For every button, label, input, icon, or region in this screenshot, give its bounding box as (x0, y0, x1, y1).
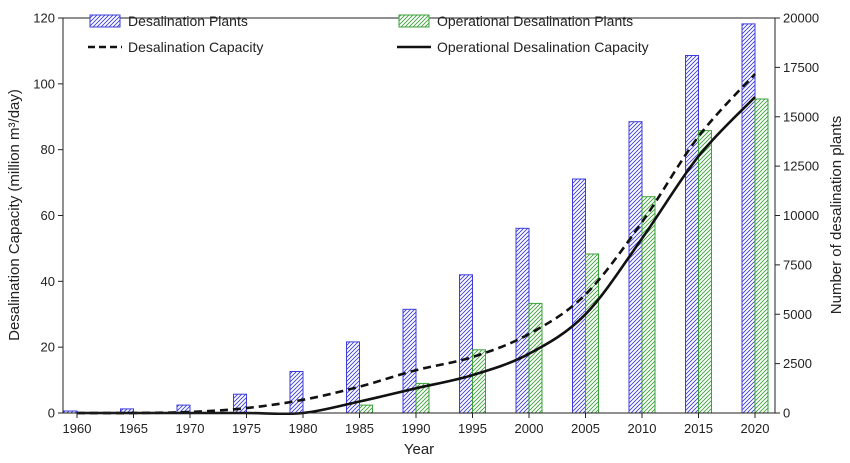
x-tick-label-2015: 2015 (684, 421, 713, 436)
y-right-tick-label-5000: 5000 (783, 307, 812, 322)
bar-desalination-plants-1980 (289, 371, 304, 414)
legend-swatch-operational-plants (398, 14, 430, 28)
bar-desalination-plants-2000 (515, 227, 530, 414)
x-tick-label-1995: 1995 (458, 421, 487, 436)
legend-label-operational-capacity: Operational Desalination Capacity (437, 39, 649, 55)
y-right-tick-label-7500: 7500 (783, 257, 812, 272)
y-left-tick-label-20: 20 (41, 340, 55, 355)
y-right-tick-label-17500: 17500 (783, 60, 819, 75)
line-desalination-capacity (76, 73, 756, 415)
y-left-tick-label-0: 0 (48, 406, 55, 421)
axes-layer (62, 17, 776, 414)
x-tick-label-2005: 2005 (571, 421, 600, 436)
bar-operational-plants-2000 (528, 302, 543, 414)
legend-label-desalination-plants: Desalination Plants (128, 13, 248, 29)
x-tick-label-1960: 1960 (63, 421, 92, 436)
y-axis-left-title: Desalination Capacity (million m³/day) (6, 89, 23, 341)
y-right-tick-label-10000: 10000 (783, 208, 819, 223)
legend-label-desalination-capacity: Desalination Capacity (128, 39, 263, 55)
legend: Desalination Plants Operational Desalina… (88, 13, 649, 55)
y-left-tick-label-80: 80 (41, 142, 55, 157)
y-right-tick-label-0: 0 (783, 406, 790, 421)
y-axis-right-title: Number of desalination plants (828, 116, 845, 314)
bar-desalination-plants-1990 (402, 308, 417, 414)
bar-operational-plants-1985 (359, 404, 373, 414)
ticks-layer: 1960 1965 1970 1975 1980 1985 1990 1995 2000 2005… (33, 11, 819, 437)
bar-desalination-plants-2005 (572, 178, 586, 414)
bar-operational-plants-2015 (698, 130, 712, 414)
x-tick-label-1990: 1990 (402, 421, 431, 436)
y-right-tick-label-20000: 20000 (783, 11, 819, 26)
x-tick-label-2000: 2000 (515, 421, 544, 436)
y-left-tick-label-60: 60 (41, 208, 55, 223)
y-right-tick-label-12500: 12500 (783, 159, 819, 174)
legend-swatch-desalination-plants (89, 14, 121, 28)
x-tick-label-1975: 1975 (232, 421, 261, 436)
x-axis-title: Year (404, 441, 434, 458)
x-tick-label-1985: 1985 (345, 421, 374, 436)
plot-frame (62, 17, 776, 414)
bar-desalination-plants-2015 (685, 55, 699, 414)
x-tick-label-2010: 2010 (628, 421, 657, 436)
bar-desalination-plants-2010 (628, 121, 643, 414)
legend-label-operational-plants: Operational Desalination Plants (437, 13, 633, 29)
x-tick-label-1970: 1970 (176, 421, 205, 436)
bar-operational-plants-1995 (472, 349, 486, 414)
bars-layer (63, 23, 769, 414)
bar-desalination-plants-1995 (459, 274, 473, 414)
x-tick-label-2020: 2020 (741, 421, 770, 436)
x-tick-label-1980: 1980 (289, 421, 318, 436)
y-left-tick-label-100: 100 (33, 76, 55, 91)
bar-operational-plants-2020 (754, 98, 769, 414)
y-right-tick-label-15000: 15000 (783, 109, 819, 124)
y-right-tick-label-2500: 2500 (783, 356, 812, 371)
y-left-tick-label-40: 40 (41, 274, 55, 289)
x-tick-label-1965: 1965 (119, 421, 148, 436)
bar-operational-plants-2005 (585, 253, 599, 414)
y-left-tick-label-120: 120 (33, 11, 55, 26)
